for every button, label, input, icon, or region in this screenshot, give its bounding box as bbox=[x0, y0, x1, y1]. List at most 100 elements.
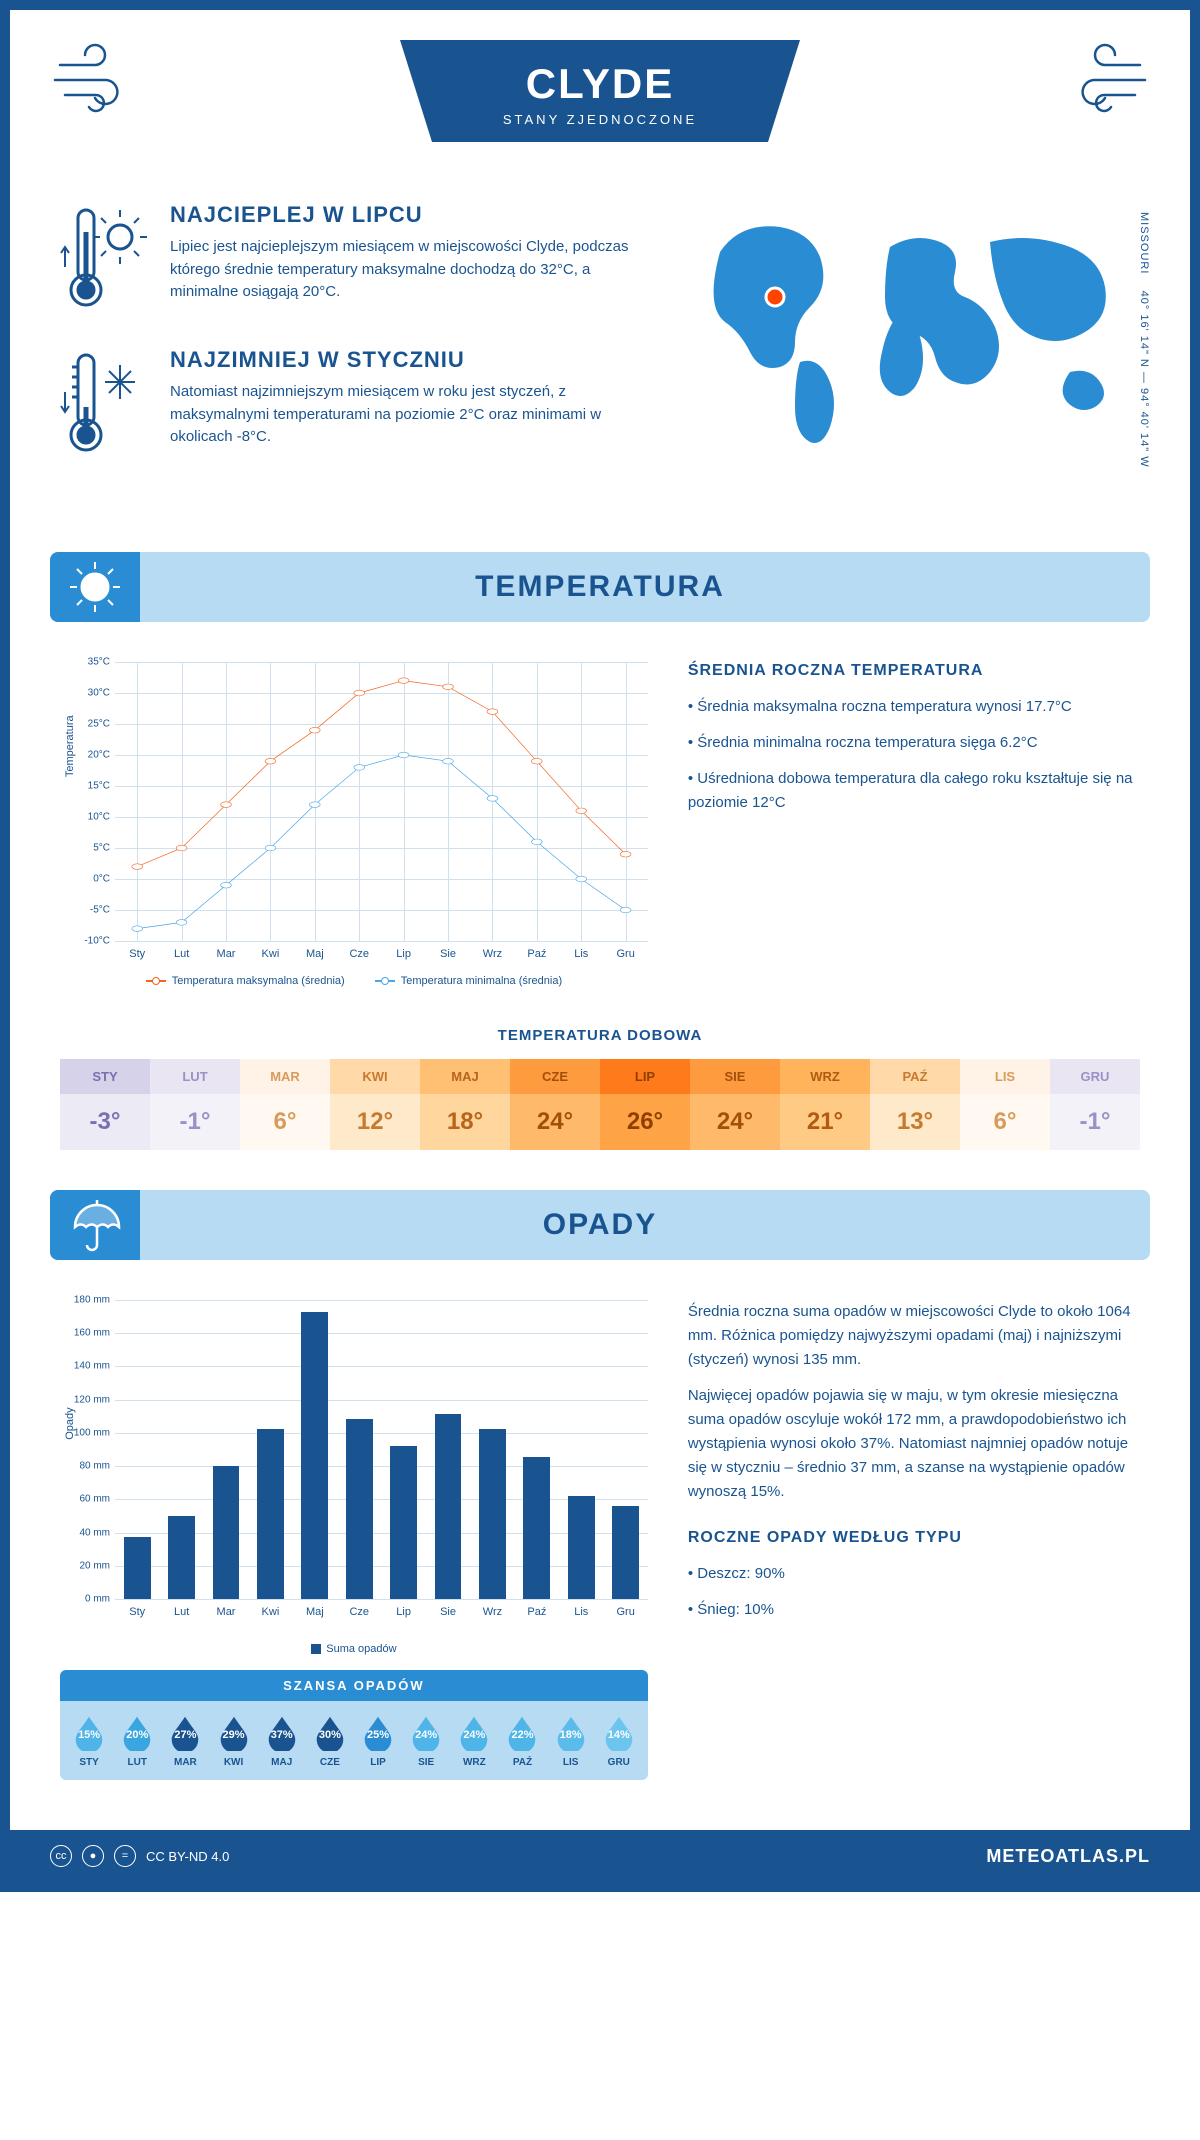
precipitation-info: Średnia roczna suma opadów w miejscowośc… bbox=[688, 1300, 1140, 1780]
chance-month: GRU bbox=[595, 1757, 643, 1768]
xtick: Kwi bbox=[248, 1600, 292, 1618]
intro-section: NAJCIEPLEJ W LIPCU Lipiec jest najcieple… bbox=[10, 182, 1190, 532]
drop-icon: 18% bbox=[552, 1713, 590, 1751]
legend-max: Temperatura maksymalna (średnia) bbox=[172, 975, 345, 987]
daily-value: 21° bbox=[780, 1094, 870, 1150]
xtick: Paź bbox=[515, 1600, 559, 1618]
ytick: 20 mm bbox=[70, 1560, 110, 1571]
xtick: Lis bbox=[559, 1600, 603, 1618]
chance-month: MAR bbox=[161, 1757, 209, 1768]
ytick: 40 mm bbox=[70, 1527, 110, 1538]
ytick: -5°C bbox=[70, 905, 110, 916]
chance-cell: 22%PAŹ bbox=[498, 1713, 546, 1768]
chance-month: CZE bbox=[306, 1757, 354, 1768]
daily-value: 6° bbox=[960, 1094, 1050, 1150]
chance-month: LUT bbox=[113, 1757, 161, 1768]
drop-icon: 37% bbox=[263, 1713, 301, 1751]
daily-month: STY bbox=[60, 1059, 150, 1094]
precipitation-chance-table: SZANSA OPADÓW 15%STY20%LUT27%MAR29%KWI37… bbox=[60, 1670, 648, 1780]
temperature-chart: Temperatura -10°C-5°C0°C5°C10°C15°C20°C2… bbox=[60, 662, 648, 987]
xtick: Mar bbox=[204, 942, 248, 960]
chance-cell: 27%MAR bbox=[161, 1713, 209, 1768]
footer: cc ● = CC BY-ND 4.0 METEOATLAS.PL bbox=[10, 1830, 1190, 1882]
coords-label: 40° 16' 14" N — 94° 40' 14" W bbox=[1138, 291, 1150, 468]
daily-month: CZE bbox=[510, 1059, 600, 1094]
daily-value: 24° bbox=[510, 1094, 600, 1150]
bar bbox=[301, 1312, 328, 1599]
drop-icon: 14% bbox=[600, 1713, 638, 1751]
xtick: Kwi bbox=[248, 942, 292, 960]
ytick: 60 mm bbox=[70, 1494, 110, 1505]
precip-p2: Najwięcej opadów pojawia się w maju, w t… bbox=[688, 1384, 1140, 1504]
temp-info-b1: • Średnia maksymalna roczna temperatura … bbox=[688, 695, 1140, 719]
ytick: 180 mm bbox=[70, 1295, 110, 1306]
xtick: Maj bbox=[293, 1600, 337, 1618]
drop-icon: 20% bbox=[118, 1713, 156, 1751]
hot-block: NAJCIEPLEJ W LIPCU Lipiec jest najcieple… bbox=[60, 202, 660, 317]
precip-legend: Suma opadów bbox=[326, 1643, 396, 1655]
bar bbox=[479, 1429, 506, 1599]
chance-cell: 29%KWI bbox=[209, 1713, 257, 1768]
chance-month: MAJ bbox=[258, 1757, 306, 1768]
daily-value: 18° bbox=[420, 1094, 510, 1150]
ytick: 20°C bbox=[70, 750, 110, 761]
xtick: Gru bbox=[603, 1600, 647, 1618]
daily-value: -3° bbox=[60, 1094, 150, 1150]
ytick: -10°C bbox=[70, 936, 110, 947]
bar bbox=[390, 1446, 417, 1599]
bar bbox=[523, 1457, 550, 1599]
bar bbox=[568, 1496, 595, 1599]
sun-icon bbox=[50, 552, 140, 622]
temp-info-title: ŚREDNIA ROCZNA TEMPERATURA bbox=[688, 662, 1140, 680]
chance-month: WRZ bbox=[450, 1757, 498, 1768]
daily-value: 12° bbox=[330, 1094, 420, 1150]
xtick: Gru bbox=[603, 942, 647, 960]
ytick: 160 mm bbox=[70, 1328, 110, 1339]
ytick: 25°C bbox=[70, 719, 110, 730]
xtick: Lip bbox=[381, 942, 425, 960]
daily-month: KWI bbox=[330, 1059, 420, 1094]
cc-icon: cc bbox=[50, 1845, 72, 1867]
chance-cell: 37% MAJ bbox=[258, 1713, 306, 1768]
ytick: 5°C bbox=[70, 843, 110, 854]
chance-cell: 14% GRU bbox=[595, 1713, 643, 1768]
xtick: Sty bbox=[115, 942, 159, 960]
drop-icon: 29% bbox=[215, 1713, 253, 1751]
xtick: Cze bbox=[337, 942, 381, 960]
daily-value: -1° bbox=[1050, 1094, 1140, 1150]
daily-title: TEMPERATURA DOBOWA bbox=[60, 1027, 1140, 1044]
ytick: 100 mm bbox=[70, 1427, 110, 1438]
chance-cell: 24%SIE bbox=[402, 1713, 450, 1768]
xtick: Sty bbox=[115, 1600, 159, 1618]
xtick: Maj bbox=[293, 942, 337, 960]
ytick: 120 mm bbox=[70, 1394, 110, 1405]
chance-month: LIP bbox=[354, 1757, 402, 1768]
precipitation-title: OPADY bbox=[50, 1208, 1150, 1242]
bar bbox=[346, 1419, 373, 1599]
daily-temperature-table: TEMPERATURA DOBOWA STYLUTMARKWIMAJCZELIP… bbox=[10, 1007, 1190, 1170]
xtick: Cze bbox=[337, 1600, 381, 1618]
bar bbox=[257, 1429, 284, 1599]
thermometer-hot-icon bbox=[60, 202, 150, 317]
precip-p1: Średnia roczna suma opadów w miejscowośc… bbox=[688, 1300, 1140, 1372]
header: CLYDE STANY ZJEDNOCZONE bbox=[10, 10, 1190, 182]
bar bbox=[213, 1466, 240, 1599]
temperature-section-header: TEMPERATURA bbox=[50, 552, 1150, 622]
bar bbox=[124, 1537, 151, 1599]
precip-rain: • Deszcz: 90% bbox=[688, 1562, 1140, 1586]
xtick: Wrz bbox=[470, 942, 514, 960]
xtick: Lut bbox=[159, 942, 203, 960]
chance-month: STY bbox=[65, 1757, 113, 1768]
daily-value: 6° bbox=[240, 1094, 330, 1150]
daily-month: MAJ bbox=[420, 1059, 510, 1094]
by-icon: ● bbox=[82, 1845, 104, 1867]
ytick: 10°C bbox=[70, 812, 110, 823]
daily-month: LUT bbox=[150, 1059, 240, 1094]
ytick: 80 mm bbox=[70, 1461, 110, 1472]
ytick: 140 mm bbox=[70, 1361, 110, 1372]
umbrella-icon bbox=[50, 1190, 140, 1260]
drop-icon: 30% bbox=[311, 1713, 349, 1751]
daily-month: WRZ bbox=[780, 1059, 870, 1094]
daily-value: 26° bbox=[600, 1094, 690, 1150]
daily-month: SIE bbox=[690, 1059, 780, 1094]
